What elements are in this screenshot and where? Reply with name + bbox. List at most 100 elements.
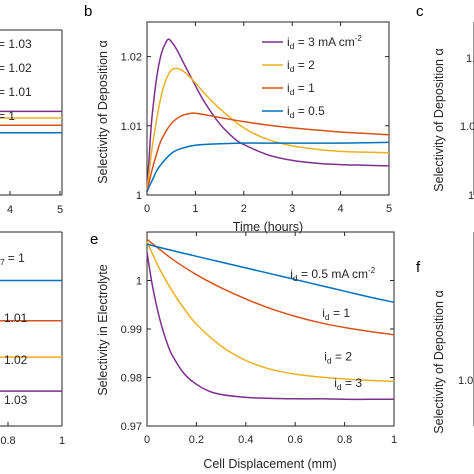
panel-e-xtick-label: 0.2 [189, 434, 204, 446]
panel-e-xtick-label: 0.8 [337, 434, 352, 446]
panel-b-legend-entry-1-sup: -2 [355, 34, 363, 43]
panel-b-ytick-label: 1 [136, 190, 142, 202]
panel-b-series-orange [146, 112, 390, 192]
panel-b-ytick-label: 1.01 [121, 121, 142, 133]
panel-e-curve-label-4-text: = 3 [342, 376, 363, 390]
panel-b-xtick-label: 5 [386, 203, 392, 215]
panel-b-series-purple [146, 38, 390, 192]
panel-e-series [146, 238, 395, 401]
panel-c-ylabel: Selectivity of Deposition α [432, 48, 446, 191]
panel-e-curve-label-3-i: i [324, 350, 327, 364]
panel-e-curve-label-1: id = 0.5 mA cm-2 [290, 266, 375, 283]
panel-e-series-yellow [146, 241, 395, 383]
panel-e-curve-label-4-sub: d [337, 382, 342, 392]
panel-e-curve-label-1-i: i [290, 267, 293, 281]
panel-b-legend-entry-2: id = 2 [287, 58, 315, 74]
panel-c-ytick-1: 1.02 [466, 53, 474, 65]
panel-b-legend-entry-2-text: = 2 [294, 58, 315, 72]
panel-e-curve-label-1-sub: d [293, 273, 298, 283]
panel-b-legend-entry-3-text: = 1 [294, 81, 315, 95]
panel-d-label-1-sub: 7 [0, 257, 5, 267]
panel-e-curve-label-1-text: = 0.5 mA cm [298, 267, 368, 281]
panel-e-curve-label-2-sub: d [325, 312, 330, 322]
panel-b-series-yellow [146, 67, 390, 192]
panel-b-legend-entry-3: id = 1 [287, 81, 315, 97]
panel-e-ylabel: Selectivity in Electrolyte [96, 264, 110, 395]
panel-b-x-ticks: 0 1 2 3 4 5 [144, 22, 392, 215]
panel-e-ytick-label: 0.98 [121, 373, 142, 385]
panel-e-curve-label-1-sup: -2 [368, 266, 376, 275]
panel-e-x-ticks: 0 0.2 0.4 0.6 0.8 1 [144, 232, 397, 446]
panel-e-curve-label-2: id = 1 [322, 306, 350, 322]
panel-b-legend-entry-3-i: i [287, 81, 290, 95]
panel-b-ytick-label: 1.02 [121, 52, 142, 64]
panel-e-xtick-label: 0 [144, 434, 150, 446]
panel-e-curve-label-3-text: = 2 [332, 350, 353, 364]
panel-d-label-4: 1.03 [4, 393, 28, 407]
panel-b-legend-entry-4-text: = 0.5 [294, 104, 325, 118]
panel-e-series-purple [146, 252, 394, 401]
panel-e-curve-label-3: id = 2 [324, 350, 352, 366]
panel-a-legend-3: = 1.01 [0, 85, 32, 99]
panel-e-curve-label-3-sub: d [327, 356, 332, 366]
panel-c-label: c [416, 3, 424, 20]
panel-a-legend-2: = 1.02 [0, 61, 32, 75]
panel-e-ytick-label: 1 [136, 276, 142, 288]
panel-e-ytick-label: 0.97 [121, 421, 142, 433]
panel-e-curve-label-2-i: i [322, 306, 325, 320]
panel-f-partial: f Selectivity of Deposition α 1.01 [416, 232, 474, 434]
panel-d-xtick-1: 0.8 [0, 435, 15, 447]
panel-e-xtick-label: 0.6 [288, 434, 303, 446]
panel-b-series-blue [146, 141, 390, 192]
panel-b-legend: id = 3 mA cm-2id = 2id = 1id = 0.5 [262, 34, 362, 120]
panel-b-series [146, 38, 390, 192]
panel-d-partial: 7 = 1 1.01 1.02 1.03 0.8 1 [0, 231, 65, 447]
panel-b-legend-entry-4-sub: d [290, 110, 295, 120]
panel-a-xtick-4: 4 [7, 204, 13, 216]
panel-e-label: e [90, 231, 98, 248]
panel-c-ytick-3: 1 [468, 190, 474, 202]
panel-b-xtick-label: 4 [338, 203, 344, 215]
panel-f-ylabel: Selectivity of Deposition α [432, 290, 446, 433]
panel-b-legend-entry-3-sub: d [290, 87, 295, 97]
panel-d-label-1: 7 = 1 [0, 251, 25, 267]
panel-d-label-1-value: = 1 [8, 251, 25, 265]
panel-f-ytick-1: 1.01 [458, 375, 474, 387]
panel-b-legend-entry-1-sub: d [290, 41, 295, 51]
panel-e-y-ticks: 0.97 0.98 0.99 1 [121, 276, 394, 433]
panel-b-legend-entry-1: id = 3 mA cm-2 [287, 34, 362, 51]
panel-b-axes-box [146, 21, 390, 196]
panel-b-xtick-label: 1 [192, 203, 198, 215]
panel-e-xtick-label: 1 [391, 434, 397, 446]
panel-b-legend-entry-1-text: = 3 mA cm [294, 35, 354, 49]
panel-b-legend-entry-2-i: i [287, 58, 290, 72]
panel-d-label-3: 1.02 [4, 353, 28, 367]
panel-c-partial: c Selectivity of Deposition α 1.02 1.01 … [416, 3, 474, 202]
panel-e-xlabel: Cell Displacement (mm) [203, 457, 336, 471]
panel-c-ytick-2: 1.01 [460, 121, 474, 133]
panel-b-legend-entry-1-i: i [287, 35, 290, 49]
panel-e-curve-label-2-text: = 1 [330, 306, 351, 320]
panel-e-curve-label-4: id = 3 [334, 376, 362, 392]
panel-e-curve-label-4-i: i [334, 376, 337, 390]
panel-a-legend-1: = 1.03 [0, 37, 32, 51]
panel-b-ylabel: Selectivity of Deposition α [96, 40, 110, 183]
panel-d-label-2: 1.01 [4, 311, 28, 325]
panel-a-series [0, 110, 62, 195]
panel-a-partial: = 1.03 = 1.02 = 1.01 = 1 4 5 [0, 29, 63, 216]
panel-b-xtick-label: 0 [144, 203, 150, 215]
panel-a-legend-4: = 1 [0, 109, 15, 123]
panel-b-y-ticks: 1 1.01 1.02 [121, 52, 389, 202]
panel-d-series [0, 279, 63, 426]
panel-e-curve-labels: id = 0.5 mA cm-2id = 1id = 2id = 3 [290, 266, 375, 392]
panel-e: e 0 0.2 0.4 0.6 0.8 1 0.97 0.98 0.99 1 Cell Disp… [90, 231, 397, 471]
panel-e-ytick-label: 0.99 [121, 324, 142, 336]
panel-b-xtick-label: 3 [289, 203, 295, 215]
panel-b-legend-entry-4-i: i [287, 104, 290, 118]
panel-a-xtick-5: 5 [57, 204, 63, 216]
panel-b-xtick-label: 2 [241, 203, 247, 215]
panel-e-series-blue [146, 243, 395, 304]
panel-d-xtick-2: 1 [59, 435, 65, 447]
